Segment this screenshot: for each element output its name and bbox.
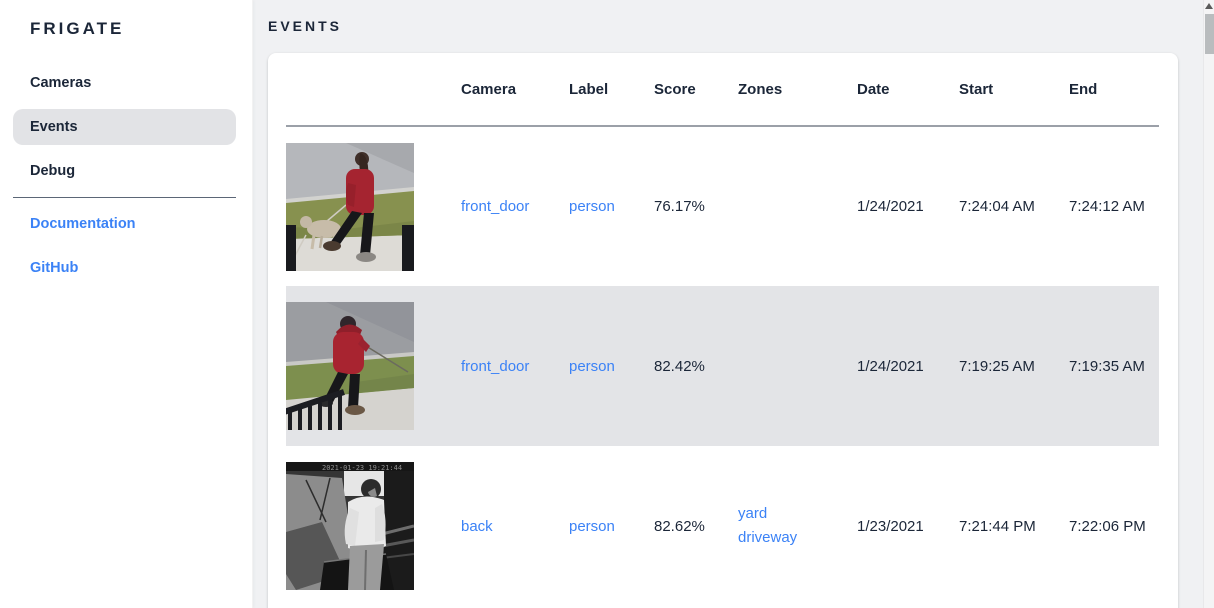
sidebar-link-documentation[interactable]: Documentation [13, 206, 236, 242]
column-header-label: Label [569, 53, 654, 127]
score-value: 82.62% [654, 517, 705, 535]
date-value: 1/23/2021 [857, 517, 924, 535]
camera-link[interactable]: front_door [461, 357, 530, 375]
column-header-score: Score [654, 53, 738, 127]
event-thumbnail-image[interactable]: 2021-01-23 19:21:44 [286, 462, 414, 590]
sidebar-item-events[interactable]: Events [13, 109, 236, 145]
sidebar-item-label: Cameras [30, 75, 92, 91]
event-thumbnail-image[interactable] [286, 302, 414, 430]
start-time-value: 7:24:04 AM [959, 198, 1035, 215]
table-row[interactable]: 2021-01-23 19:21:44 back person 82.62% y… [286, 446, 1159, 606]
camera-link[interactable]: front_door [461, 198, 530, 215]
sidebar-divider [13, 197, 236, 198]
zone-link[interactable]: yard [738, 505, 768, 522]
table-row[interactable]: front_door person 76.17% 1/24/2021 7:24:… [286, 126, 1159, 286]
column-header-end: End [1069, 53, 1159, 127]
zones-cell: yard driveway [738, 446, 857, 606]
page-title: EVENTS [268, 18, 343, 34]
table-row-selected[interactable]: front_door person 82.42% 1/24/2021 7:19:… [286, 286, 1159, 446]
events-card: Camera Label Score Zones Date Start End [268, 53, 1178, 608]
column-header-thumbnail [286, 53, 461, 127]
start-time-value: 7:19:25 AM [959, 357, 1035, 375]
column-header-zones: Zones [738, 53, 857, 127]
column-header-camera: Camera [461, 53, 569, 127]
sidebar-link-label: GitHub [30, 260, 79, 276]
scrollbar-up-arrow-icon[interactable] [1205, 3, 1213, 9]
label-link[interactable]: person [569, 198, 615, 215]
events-table: Camera Label Score Zones Date Start End [286, 53, 1159, 606]
start-time-value: 7:21:44 PM [959, 517, 1036, 535]
sidebar: FRIGATE Cameras Events Debug Documentati… [0, 0, 253, 608]
sidebar-link-label: Documentation [30, 216, 136, 232]
sidebar-link-github[interactable]: GitHub [13, 250, 236, 286]
sidebar-item-label: Debug [30, 163, 76, 179]
date-value: 1/24/2021 [857, 357, 924, 375]
label-link[interactable]: person [569, 517, 615, 535]
column-header-date: Date [857, 53, 959, 127]
vertical-scrollbar[interactable] [1203, 0, 1214, 608]
sidebar-nav: Cameras Events Debug Documentation GitHu… [0, 65, 252, 286]
column-header-start: Start [959, 53, 1069, 127]
score-value: 76.17% [654, 198, 705, 215]
end-time-value: 7:22:06 PM [1069, 517, 1146, 535]
score-value: 82.42% [654, 357, 705, 375]
table-header-row: Camera Label Score Zones Date Start End [286, 53, 1159, 127]
event-thumbnail-image[interactable] [286, 142, 414, 271]
zones-cell [738, 126, 857, 286]
sidebar-item-cameras[interactable]: Cameras [13, 65, 236, 101]
main-content: EVENTS Camera Label Score Zones Date Sta… [253, 0, 1214, 608]
end-time-value: 7:24:12 AM [1069, 198, 1145, 215]
scrollbar-thumb[interactable] [1205, 14, 1214, 54]
sidebar-item-label: Events [30, 119, 78, 135]
sidebar-item-debug[interactable]: Debug [13, 153, 236, 189]
thumbnail-timestamp-overlay: 2021-01-23 19:21:44 [322, 464, 402, 472]
app-logo: FRIGATE [30, 19, 125, 38]
camera-link[interactable]: back [461, 517, 493, 535]
zones-cell [738, 286, 857, 446]
date-value: 1/24/2021 [857, 198, 924, 215]
label-link[interactable]: person [569, 357, 615, 375]
zone-link[interactable]: driveway [738, 529, 798, 546]
end-time-value: 7:19:35 AM [1069, 357, 1145, 375]
